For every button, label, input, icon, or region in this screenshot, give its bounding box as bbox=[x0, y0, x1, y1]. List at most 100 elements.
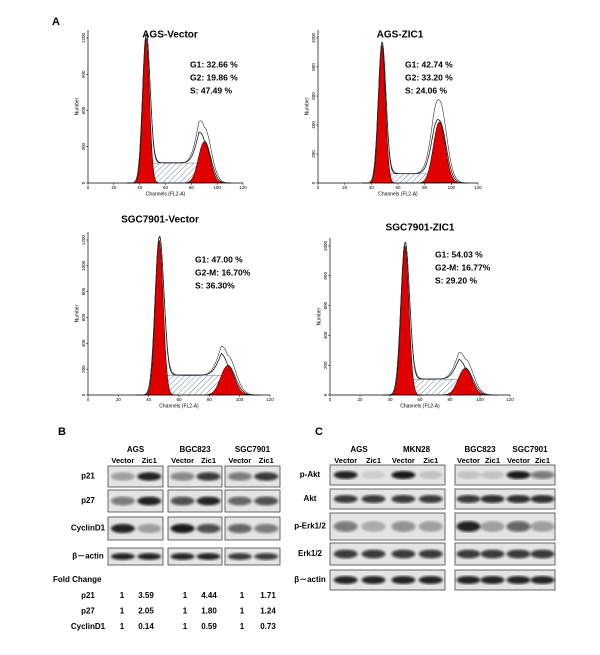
band bbox=[480, 495, 505, 503]
blot-box bbox=[107, 516, 164, 541]
fold-value: 1 bbox=[183, 622, 188, 631]
band bbox=[480, 471, 505, 479]
band bbox=[530, 495, 555, 503]
x-tick-label: 60 bbox=[163, 185, 169, 190]
phase-stat: G1: 54.03 % bbox=[435, 249, 483, 259]
x-tick-label: 100 bbox=[236, 397, 244, 402]
x-tick-label: 80 bbox=[189, 185, 195, 190]
fold-value: 1 bbox=[183, 607, 188, 616]
band bbox=[456, 549, 481, 559]
band bbox=[418, 521, 443, 532]
plot-title: SGC7901-ZIC1 bbox=[386, 223, 455, 234]
fold-value: 1 bbox=[240, 591, 245, 600]
y-tick-label: 200 bbox=[323, 361, 328, 369]
band bbox=[254, 553, 279, 560]
y-tick-label: 1000 bbox=[311, 32, 316, 43]
x-axis-label: Channels (FL2-A) bbox=[400, 403, 440, 409]
blot-box bbox=[107, 465, 164, 488]
band bbox=[506, 521, 531, 532]
blot-box bbox=[454, 569, 556, 591]
band bbox=[391, 549, 416, 559]
fold-value: 1 bbox=[240, 607, 245, 616]
lane-label: Vector bbox=[171, 456, 194, 465]
g2-peak bbox=[420, 121, 459, 183]
blot-box bbox=[167, 516, 223, 541]
band bbox=[254, 472, 279, 481]
band bbox=[254, 496, 279, 506]
band bbox=[227, 472, 252, 481]
phase-stat: S: 29.20 % bbox=[435, 275, 477, 285]
y-tick-label: 900 bbox=[81, 70, 86, 78]
y-tick-label: 800 bbox=[81, 287, 86, 295]
row-label: p-Akt bbox=[300, 470, 321, 479]
lane-label: Vector bbox=[111, 456, 134, 465]
panel-label: C bbox=[315, 426, 323, 438]
g1-peak bbox=[144, 239, 175, 396]
g2-peak bbox=[206, 365, 249, 396]
x-tick-label: 0 bbox=[329, 397, 332, 402]
group-label: BGC823 bbox=[464, 445, 496, 454]
blot-box bbox=[167, 489, 223, 513]
y-tick-label: 400 bbox=[311, 121, 316, 129]
y-tick-label: 800 bbox=[323, 272, 328, 280]
band bbox=[170, 523, 195, 534]
x-tick-label: 0 bbox=[87, 397, 90, 402]
band bbox=[456, 576, 481, 584]
x-tick-label: 20 bbox=[342, 185, 348, 190]
blot-box bbox=[329, 488, 446, 510]
y-tick-label: 0 bbox=[323, 393, 328, 396]
fold-value: 4.44 bbox=[201, 591, 217, 600]
x-tick-label: 80 bbox=[207, 397, 213, 402]
fold-value: 3.59 bbox=[138, 591, 154, 600]
table-title: Fold Change bbox=[53, 575, 102, 584]
group-label: AGS bbox=[350, 445, 368, 454]
blot-box bbox=[167, 465, 223, 488]
fold-value: 1 bbox=[120, 591, 125, 600]
plot-title: AGS-Vector bbox=[142, 30, 198, 41]
band bbox=[456, 471, 481, 479]
band bbox=[361, 495, 386, 503]
lane-label: Vector bbox=[228, 456, 251, 465]
y-tick-label: 1000 bbox=[81, 260, 86, 271]
y-tick-label: 0 bbox=[81, 393, 86, 396]
band bbox=[418, 576, 443, 584]
fold-value: 0.59 bbox=[201, 622, 217, 631]
x-tick-label: 80 bbox=[422, 185, 428, 190]
row-label: CyclinD1 bbox=[71, 524, 106, 533]
fold-value: 1 bbox=[120, 607, 125, 616]
fold-value: 1 bbox=[183, 591, 188, 600]
lane-label: Zic1 bbox=[485, 456, 500, 465]
y-tick-label: 1200 bbox=[81, 234, 86, 245]
y-tick-label: 1000 bbox=[323, 240, 328, 251]
plot-title: AGS-ZIC1 bbox=[377, 30, 424, 41]
lane-label: Vector bbox=[457, 456, 480, 465]
phase-stat: G2: 33.20 % bbox=[405, 72, 453, 82]
band bbox=[480, 576, 505, 584]
g2-peak bbox=[443, 368, 487, 396]
blot-box bbox=[454, 488, 556, 510]
band bbox=[333, 471, 358, 479]
blot-box bbox=[329, 464, 446, 486]
band bbox=[110, 523, 135, 534]
phase-stat: G1: 32.66 % bbox=[190, 59, 238, 69]
group-label: SGC7901 bbox=[235, 445, 271, 454]
x-tick-label: 100 bbox=[448, 185, 456, 190]
lane-label: Vector bbox=[392, 456, 415, 465]
lane-label: Zic1 bbox=[423, 456, 438, 465]
band bbox=[170, 553, 195, 560]
x-tick-label: 20 bbox=[111, 185, 117, 190]
panel-label: B bbox=[58, 426, 66, 438]
x-tick-label: 40 bbox=[146, 397, 152, 402]
y-tick-label: 0 bbox=[311, 181, 316, 184]
blot-box bbox=[107, 547, 164, 566]
band bbox=[196, 496, 221, 506]
row-label: p21 bbox=[81, 591, 95, 600]
x-tick-label: 120 bbox=[474, 185, 482, 190]
band bbox=[391, 495, 416, 503]
group-label: MKN28 bbox=[403, 445, 431, 454]
phase-stat: G2: 19.86 % bbox=[190, 72, 238, 82]
band bbox=[170, 472, 195, 481]
phase-stat: G2-M: 16.77% bbox=[435, 262, 491, 272]
row-label: β－actin bbox=[72, 552, 104, 561]
